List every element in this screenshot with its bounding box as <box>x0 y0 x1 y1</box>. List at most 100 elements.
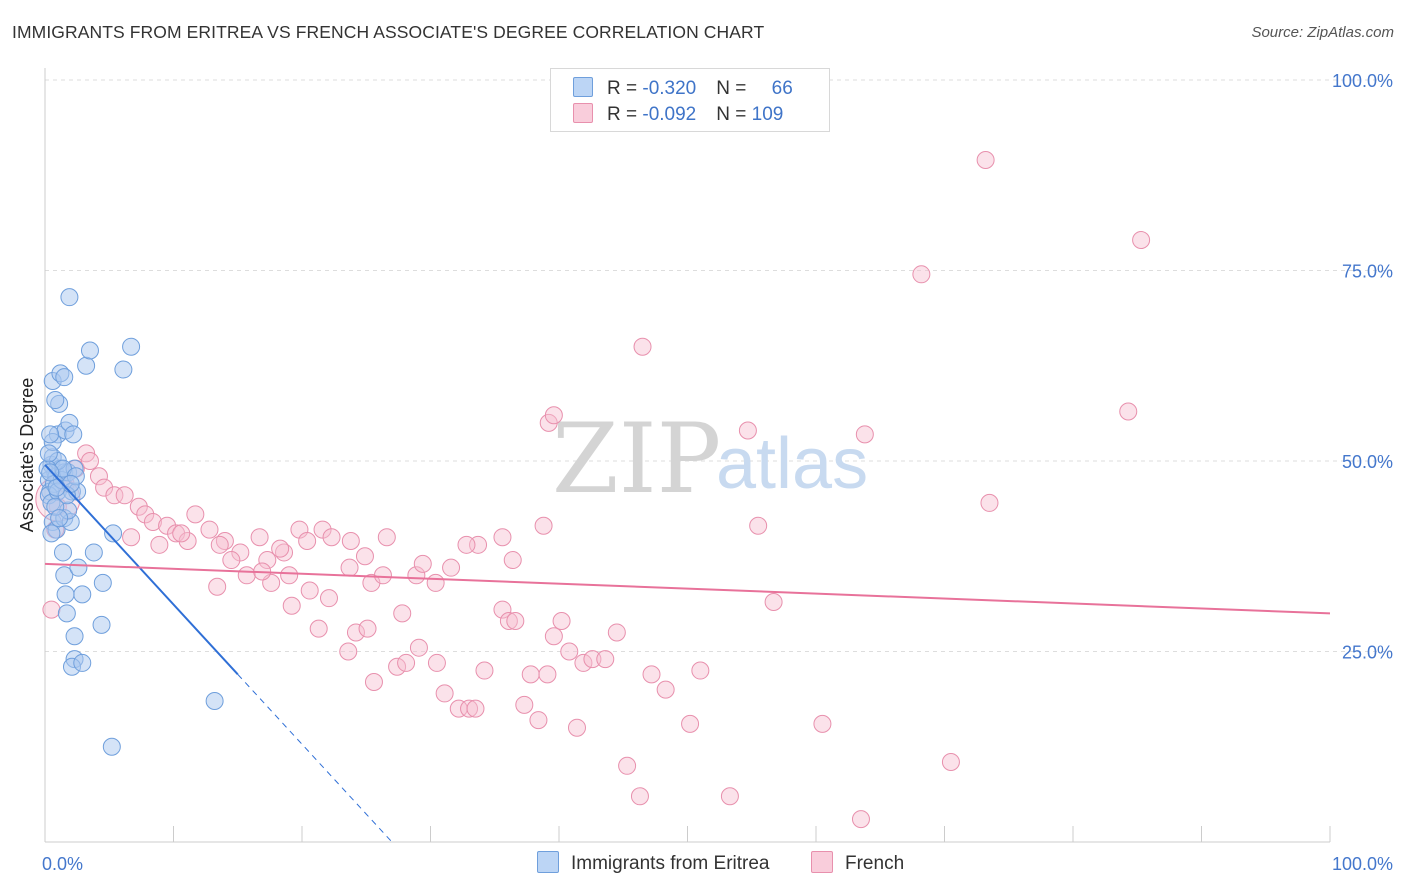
legend-n-label: N = <box>716 104 752 125</box>
french-point <box>435 684 454 703</box>
french-point <box>122 528 141 547</box>
watermark: ZIP atlas <box>552 403 868 515</box>
french-point <box>178 532 197 551</box>
y-tick-label: 100.0% <box>1332 71 1393 91</box>
bottom-legend-swatch-eritrea <box>537 851 559 873</box>
legend-r-label: R = <box>607 78 643 99</box>
french-point <box>460 699 479 718</box>
eritrea-point <box>60 288 79 307</box>
bottom-legend-swatch-french <box>811 851 833 873</box>
eritrea-point <box>73 585 92 604</box>
eritrea-point <box>47 478 66 497</box>
french-point <box>851 810 870 829</box>
watermark-zip: ZIP <box>552 403 721 515</box>
french-point <box>298 532 317 551</box>
french-point <box>150 535 169 554</box>
french-point <box>813 714 832 733</box>
french-point <box>618 756 637 775</box>
eritrea-point <box>122 337 141 356</box>
french-point <box>322 528 341 547</box>
eritrea-point <box>114 360 133 379</box>
french-point <box>738 421 757 440</box>
eritrea-trend-line <box>44 464 239 676</box>
french-point <box>442 558 461 577</box>
french-point <box>341 532 360 551</box>
french-point <box>681 714 700 733</box>
french-point <box>976 151 995 170</box>
eritrea-point <box>73 653 92 672</box>
french-point <box>544 627 563 646</box>
french-point <box>300 581 319 600</box>
french-point <box>42 600 61 619</box>
french-point <box>764 592 783 611</box>
y-tick-label: 50.0% <box>1342 452 1393 472</box>
french-point <box>475 661 494 680</box>
french-point <box>346 623 365 642</box>
french-point <box>544 406 563 425</box>
legend-row-eritrea: R = -0.320 N = 66 <box>573 77 793 101</box>
french-point <box>129 497 148 516</box>
eritrea-point <box>55 368 74 387</box>
eritrea-point <box>64 425 83 444</box>
french-point <box>941 752 960 771</box>
french-point <box>855 425 874 444</box>
french-point <box>397 653 416 672</box>
french-point <box>552 612 571 631</box>
french-point <box>529 711 548 730</box>
french-point <box>409 638 428 657</box>
french-point <box>691 661 710 680</box>
eritrea-point <box>93 573 112 592</box>
french-point <box>208 577 227 596</box>
french-point <box>515 695 534 714</box>
grid-lines <box>45 79 1392 652</box>
french-point <box>633 337 652 356</box>
eritrea-point <box>57 604 76 623</box>
french-point <box>80 452 99 470</box>
french-point <box>280 566 299 585</box>
french-point <box>720 787 739 806</box>
french-point <box>407 566 426 585</box>
french-point <box>493 528 512 547</box>
french-point <box>521 665 540 684</box>
french-point <box>340 558 359 577</box>
eritrea-point <box>102 737 121 756</box>
french-point <box>200 520 219 539</box>
french-point <box>596 650 615 669</box>
eritrea-point <box>80 341 99 360</box>
eritrea-point <box>104 524 123 543</box>
eritrea-trend-extension <box>237 674 393 843</box>
eritrea-point <box>55 566 74 585</box>
legend-r-value: -0.320 <box>642 78 697 99</box>
french-point <box>642 665 661 684</box>
eritrea-point <box>69 558 88 577</box>
french-point <box>186 505 205 524</box>
french-point <box>222 551 241 570</box>
french-point <box>506 612 525 631</box>
tick-labels: 100.0% 75.0% 50.0% 25.0% 0.0% 100.0% <box>42 71 1393 874</box>
stats-legend: R = -0.320 N = 66 R = -0.092 N = 109 <box>550 68 830 132</box>
eritrea-point <box>50 509 69 528</box>
x-tick-label: 100.0% <box>1332 854 1393 874</box>
eritrea-point <box>77 356 96 375</box>
french-point <box>373 566 392 585</box>
french-point <box>319 589 338 608</box>
legend-row-french: R = -0.092 N = 109 <box>573 103 783 127</box>
eritrea-point <box>92 615 111 634</box>
y-axis-label: Associate's Degree <box>17 378 37 533</box>
french-point <box>493 600 512 619</box>
french-point <box>388 657 407 676</box>
eritrea-point <box>56 585 75 604</box>
french-points <box>35 151 1151 829</box>
french-point <box>466 699 485 718</box>
french-point <box>250 528 269 547</box>
french-point <box>574 653 593 672</box>
french-point <box>912 265 931 284</box>
eritrea-point <box>39 444 58 463</box>
french-point <box>355 547 374 566</box>
legend-n-value: 109 <box>751 104 784 125</box>
french-point <box>630 787 649 806</box>
french-point <box>980 493 999 512</box>
legend-n-label: N = <box>716 78 752 99</box>
eritrea-point <box>53 543 72 562</box>
